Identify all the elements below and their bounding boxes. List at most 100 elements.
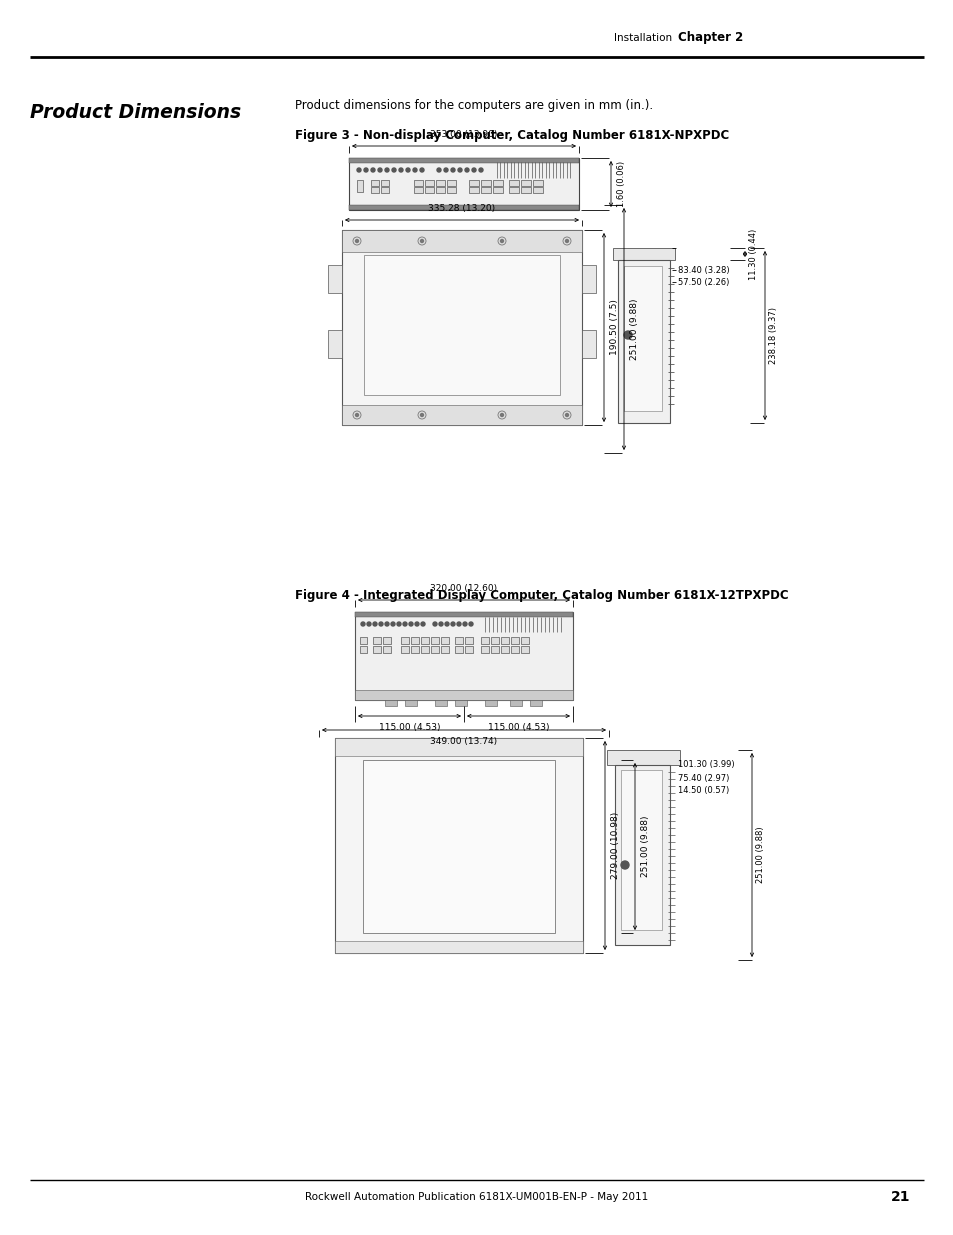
Text: Rockwell Automation Publication 6181X-UM001B-EN-P - May 2011: Rockwell Automation Publication 6181X-UM… <box>305 1192 648 1202</box>
Bar <box>491 637 498 643</box>
Bar <box>335 941 582 953</box>
Bar <box>455 637 462 643</box>
Bar <box>349 205 578 210</box>
Text: 75.40 (2.97): 75.40 (2.97) <box>678 773 729 783</box>
Bar <box>436 180 444 186</box>
Text: Chapter 2: Chapter 2 <box>678 32 742 44</box>
Circle shape <box>415 622 418 626</box>
Bar <box>509 180 518 186</box>
Bar <box>440 646 449 653</box>
Text: 335.28 (13.20): 335.28 (13.20) <box>428 204 495 212</box>
Circle shape <box>420 240 423 242</box>
Bar <box>363 760 555 932</box>
Circle shape <box>360 622 365 626</box>
Bar <box>613 248 675 261</box>
Bar <box>520 180 531 186</box>
Bar <box>420 646 429 653</box>
Bar <box>469 186 478 193</box>
Bar <box>581 330 596 358</box>
Circle shape <box>472 168 476 172</box>
Circle shape <box>456 622 460 626</box>
Bar <box>380 180 389 186</box>
Bar <box>500 646 509 653</box>
Bar <box>355 613 573 618</box>
Bar <box>349 158 578 163</box>
Bar <box>615 764 669 945</box>
Bar <box>530 700 541 706</box>
Circle shape <box>436 168 440 172</box>
Circle shape <box>385 622 389 626</box>
Circle shape <box>398 168 402 172</box>
Bar <box>355 613 573 700</box>
Circle shape <box>355 240 358 242</box>
Bar <box>341 230 581 252</box>
Bar <box>493 180 502 186</box>
Bar <box>414 180 422 186</box>
Bar <box>447 186 456 193</box>
Bar <box>480 637 489 643</box>
Circle shape <box>478 168 482 172</box>
Bar <box>355 690 573 700</box>
Circle shape <box>565 240 568 242</box>
Bar <box>364 254 559 395</box>
Circle shape <box>623 331 631 338</box>
Bar <box>480 180 491 186</box>
Bar <box>411 637 418 643</box>
Bar <box>623 266 661 411</box>
Bar <box>382 646 391 653</box>
Bar <box>400 646 409 653</box>
Text: 21: 21 <box>889 1191 909 1204</box>
Circle shape <box>356 168 360 172</box>
Circle shape <box>565 414 568 416</box>
Bar <box>385 700 396 706</box>
Bar <box>464 646 473 653</box>
Circle shape <box>451 622 455 626</box>
Bar <box>533 180 542 186</box>
Text: 115.00 (4.53): 115.00 (4.53) <box>487 722 549 732</box>
Circle shape <box>371 168 375 172</box>
Bar <box>493 186 502 193</box>
Bar <box>371 180 378 186</box>
Bar <box>328 266 341 293</box>
Bar <box>464 637 473 643</box>
Text: 83.40 (3.28): 83.40 (3.28) <box>678 266 729 274</box>
Circle shape <box>406 168 410 172</box>
Circle shape <box>385 168 389 172</box>
Bar <box>411 646 418 653</box>
Bar <box>455 646 462 653</box>
Bar <box>373 646 380 653</box>
Bar <box>431 646 438 653</box>
Bar <box>382 637 391 643</box>
Text: 14.50 (0.57): 14.50 (0.57) <box>678 787 728 795</box>
Circle shape <box>451 168 455 172</box>
Bar <box>380 186 389 193</box>
Bar <box>520 646 529 653</box>
Bar <box>435 700 447 706</box>
Bar <box>510 700 521 706</box>
Bar <box>455 700 467 706</box>
Bar <box>341 230 581 425</box>
Bar <box>335 739 582 756</box>
Circle shape <box>444 622 449 626</box>
Bar <box>484 700 497 706</box>
Circle shape <box>420 622 424 626</box>
Bar <box>420 637 429 643</box>
Circle shape <box>433 622 436 626</box>
Circle shape <box>377 168 381 172</box>
Text: 101.30 (3.99): 101.30 (3.99) <box>678 761 734 769</box>
Bar <box>431 637 438 643</box>
Circle shape <box>457 168 461 172</box>
Circle shape <box>469 622 473 626</box>
Text: Product dimensions for the computers are given in mm (in.).: Product dimensions for the computers are… <box>294 99 653 111</box>
Bar <box>359 646 367 653</box>
Circle shape <box>419 168 423 172</box>
Circle shape <box>443 168 448 172</box>
Bar <box>480 186 491 193</box>
Bar <box>341 405 581 425</box>
Circle shape <box>364 168 368 172</box>
Text: Product Dimensions: Product Dimensions <box>30 104 241 122</box>
Text: 57.50 (2.26): 57.50 (2.26) <box>678 278 729 287</box>
Circle shape <box>392 168 395 172</box>
Bar <box>405 700 416 706</box>
Circle shape <box>464 168 469 172</box>
